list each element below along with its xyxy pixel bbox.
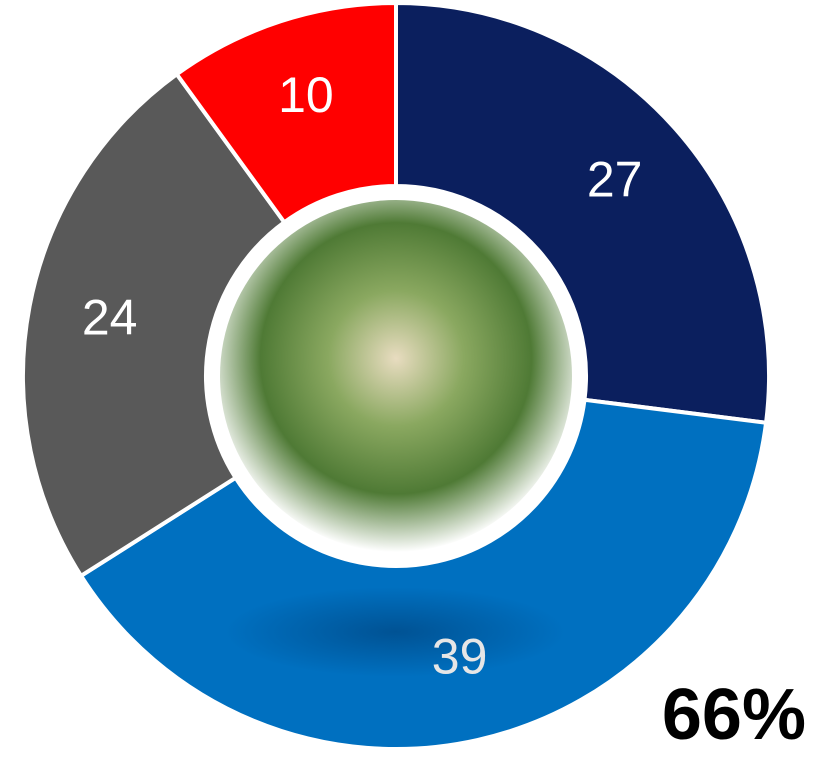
data-label: 27	[587, 151, 643, 207]
center-photo	[220, 200, 572, 552]
shadow	[225, 587, 565, 677]
data-label: 10	[278, 67, 334, 123]
annotation: 66%	[662, 675, 806, 755]
chart: 27 39 24 10 66%	[0, 0, 824, 761]
data-label: 39	[432, 629, 488, 685]
data-label: 24	[82, 290, 138, 346]
